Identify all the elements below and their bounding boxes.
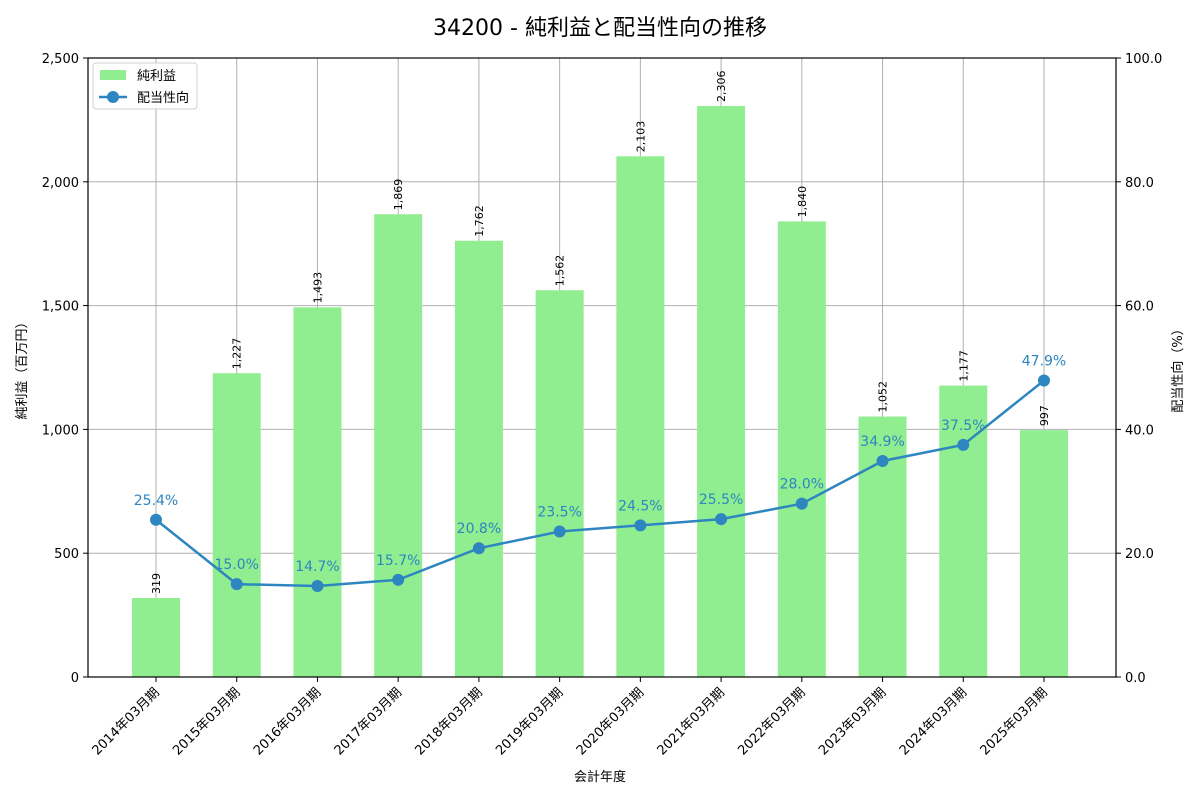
line-marker xyxy=(1038,374,1050,387)
payout-ratio-label: 25.4% xyxy=(134,493,178,509)
x-tick-label: 2017年03月期 xyxy=(332,685,405,758)
bar-value-label: 319 xyxy=(150,573,163,594)
x-tick-label: 2020年03月期 xyxy=(574,685,647,758)
payout-ratio-label: 14.7% xyxy=(295,559,339,575)
left-tick-label: 2,500 xyxy=(42,52,79,67)
right-tick-label: 20.0 xyxy=(1125,547,1154,562)
x-tick-label: 2021年03月期 xyxy=(655,685,728,758)
legend-bar-swatch xyxy=(100,70,126,80)
bar-value-labels: 319 1,227 1,493 1,869 1,762 1,562 2,103 2,306 1,… xyxy=(150,71,1051,594)
bar xyxy=(212,373,261,677)
payout-ratio-label: 24.5% xyxy=(618,498,662,514)
x-tick-label: 2016年03月期 xyxy=(251,685,324,758)
legend-line-label: 配当性向 xyxy=(137,90,189,106)
right-tick-label: 40.0 xyxy=(1125,423,1154,438)
line-marker xyxy=(553,525,566,538)
x-tick-label: 2019年03月期 xyxy=(493,685,566,758)
payout-ratio-label: 37.5% xyxy=(941,418,985,434)
bar-value-label: 1,562 xyxy=(554,255,567,287)
bar xyxy=(1020,430,1068,677)
payout-ratio-label: 20.8% xyxy=(457,521,501,537)
bar xyxy=(293,307,342,677)
bar-value-label: 1,227 xyxy=(231,338,244,370)
x-tick-label: 2022年03月期 xyxy=(735,685,808,758)
bar-value-label: 1,052 xyxy=(877,381,890,413)
right-tick-label: 0.0 xyxy=(1125,671,1146,686)
line-marker xyxy=(634,519,647,532)
payout-ratio-label: 25.5% xyxy=(699,492,743,508)
x-tick-label: 2018年03月期 xyxy=(412,685,485,758)
line-marker xyxy=(957,438,970,451)
payout-ratio-label: 34.9% xyxy=(860,434,904,450)
x-axis-label: 会計年度 xyxy=(574,769,626,785)
bar xyxy=(454,240,503,677)
x-tick-label: 2023年03月期 xyxy=(816,685,889,758)
left-tick-label: 0 xyxy=(71,671,79,686)
right-tick-label: 60.0 xyxy=(1125,300,1154,315)
payout-ratio-label: 47.9% xyxy=(1022,353,1066,369)
line-marker xyxy=(311,580,324,593)
bar xyxy=(374,214,423,677)
right-tick-label: 80.0 xyxy=(1125,176,1154,191)
chart-title: 34200 - 純利益と配当性向の推移 xyxy=(433,16,767,41)
left-axis-label: 純利益（百万円） xyxy=(15,315,30,419)
bar xyxy=(132,598,180,677)
axes: 0 500 1,000 1,500 2,000 2,500 0.0 20.0 40.0 60.0 8… xyxy=(15,52,1186,785)
x-tick-label: 2014年03月期 xyxy=(90,685,163,758)
legend-line-marker xyxy=(107,91,119,103)
line-marker xyxy=(472,542,485,555)
bar-series xyxy=(132,106,1068,678)
line-marker xyxy=(150,513,162,526)
bar xyxy=(939,385,988,677)
left-tick-label: 1,000 xyxy=(42,423,79,438)
plot-frame xyxy=(87,57,1117,678)
payout-ratio-label: 15.7% xyxy=(376,553,420,569)
line-marker xyxy=(715,513,728,526)
right-tick-label: 100.0 xyxy=(1125,52,1162,67)
bar-value-label: 2,306 xyxy=(715,71,728,103)
line-marker xyxy=(392,573,405,586)
bar xyxy=(535,290,584,677)
legend-bar-label: 純利益 xyxy=(137,69,176,84)
x-tick-label: 2025年03月期 xyxy=(978,685,1051,758)
line-marker xyxy=(230,578,243,591)
bar-value-label: 1,762 xyxy=(473,205,486,237)
line-marker xyxy=(795,497,808,510)
left-tick-label: 500 xyxy=(54,547,79,562)
payout-ratio-label: 15.0% xyxy=(214,557,258,573)
bar xyxy=(777,221,826,677)
bar-value-label: 1,177 xyxy=(957,350,970,382)
payout-ratio-line xyxy=(155,379,1045,588)
bar xyxy=(616,156,665,678)
payout-ratio-label: 23.5% xyxy=(537,505,581,521)
right-axis-label: 配当性向（%） xyxy=(1170,322,1186,412)
bar-value-label: 1,493 xyxy=(311,272,324,304)
line-marker xyxy=(876,454,889,467)
x-tick-label: 2024年03月期 xyxy=(897,685,970,758)
bar xyxy=(697,106,746,677)
payout-ratio-label: 28.0% xyxy=(780,477,824,493)
bar-value-label: 1,840 xyxy=(796,186,809,218)
bar-value-label: 1,869 xyxy=(392,179,405,211)
x-tick-label: 2015年03月期 xyxy=(170,685,243,758)
line-series: 25.4% 15.0% 14.7% 15.7% 20.8% 23.5% 24.5% 25.5%… xyxy=(134,353,1066,593)
left-tick-label: 2,000 xyxy=(42,176,79,191)
left-tick-label: 1,500 xyxy=(42,300,79,315)
bar-value-label: 2,103 xyxy=(634,121,647,153)
bar-value-label: 997 xyxy=(1038,405,1051,426)
